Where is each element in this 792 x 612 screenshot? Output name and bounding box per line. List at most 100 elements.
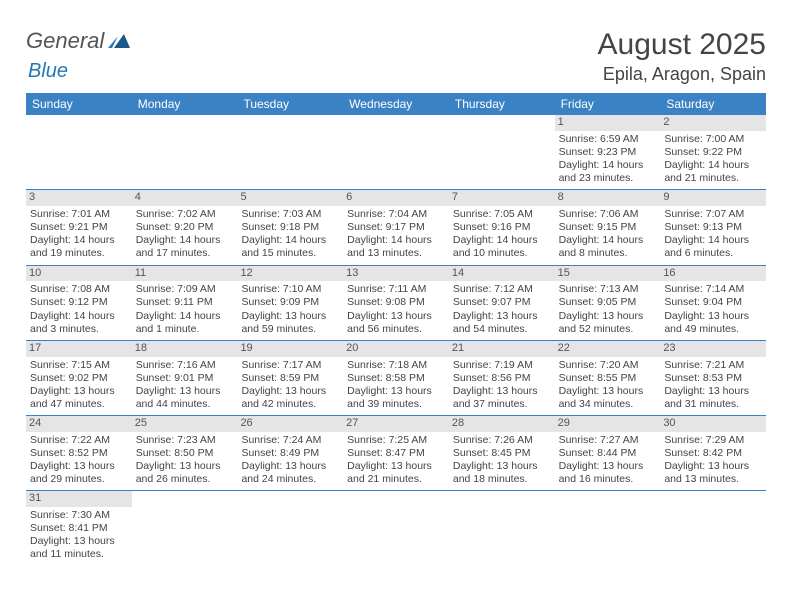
sunset-text: Sunset: 9:15 PM: [559, 221, 657, 234]
day1-text: Daylight: 13 hours: [347, 310, 445, 323]
sunrise-text: Sunrise: 7:06 AM: [559, 208, 657, 221]
day1-text: Daylight: 13 hours: [453, 310, 551, 323]
week-row: 10Sunrise: 7:08 AMSunset: 9:12 PMDayligh…: [26, 266, 766, 341]
sunset-text: Sunset: 8:55 PM: [559, 372, 657, 385]
day2-text: and 21 minutes.: [347, 473, 445, 486]
day1-text: Daylight: 13 hours: [559, 460, 657, 473]
sunrise-text: Sunrise: 7:27 AM: [559, 434, 657, 447]
sunset-text: Sunset: 9:22 PM: [664, 146, 762, 159]
day1-text: Daylight: 13 hours: [664, 385, 762, 398]
empty-cell: [237, 491, 343, 565]
day2-text: and 19 minutes.: [30, 247, 128, 260]
day2-text: and 54 minutes.: [453, 323, 551, 336]
day-number: 18: [132, 341, 238, 357]
sunrise-text: Sunrise: 7:17 AM: [241, 359, 339, 372]
sunrise-text: Sunrise: 7:30 AM: [30, 509, 128, 522]
day1-text: Daylight: 13 hours: [664, 310, 762, 323]
sunset-text: Sunset: 9:04 PM: [664, 296, 762, 309]
day-header: Wednesday: [343, 93, 449, 115]
day1-text: Daylight: 13 hours: [241, 385, 339, 398]
sunrise-text: Sunrise: 7:15 AM: [30, 359, 128, 372]
empty-cell: [660, 491, 766, 565]
sunrise-text: Sunrise: 7:23 AM: [136, 434, 234, 447]
day2-text: and 47 minutes.: [30, 398, 128, 411]
sunset-text: Sunset: 8:45 PM: [453, 447, 551, 460]
day-number: 30: [660, 416, 766, 432]
day-number: 24: [26, 416, 132, 432]
location-text: Epila, Aragon, Spain: [598, 64, 766, 85]
sunset-text: Sunset: 9:17 PM: [347, 221, 445, 234]
day2-text: and 26 minutes.: [136, 473, 234, 486]
day1-text: Daylight: 13 hours: [30, 460, 128, 473]
day-header: Thursday: [449, 93, 555, 115]
calendar: SundayMondayTuesdayWednesdayThursdayFrid…: [26, 93, 766, 566]
day1-text: Daylight: 13 hours: [347, 385, 445, 398]
day-cell: 14Sunrise: 7:12 AMSunset: 9:07 PMDayligh…: [449, 266, 555, 340]
sunset-text: Sunset: 9:05 PM: [559, 296, 657, 309]
week-row: 17 Sunrise: 7:15 AMSunset: 9:02 PM Dayligh…: [26, 341, 766, 416]
day1-text: Daylight: 13 hours: [136, 460, 234, 473]
day-number: 21: [449, 341, 555, 357]
empty-cell: [555, 491, 661, 565]
day-number: 6: [343, 190, 449, 206]
sunset-text: Sunset: 9:16 PM: [453, 221, 551, 234]
sunrise-text: Sunrise: 7:25 AM: [347, 434, 445, 447]
day-cell: 17Sunrise: 7:15 AMSunset: 9:02 PMDayligh…: [26, 341, 132, 415]
sunrise-text: Sunrise: 7:16 AM: [136, 359, 234, 372]
sunset-text: Sunset: 9:02 PM: [30, 372, 128, 385]
day1-text: Daylight: 14 hours: [559, 234, 657, 247]
day-cell: 23Sunrise: 7:21 AMSunset: 8:53 PMDayligh…: [660, 341, 766, 415]
day-cell: 21Sunrise: 7:19 AMSunset: 8:56 PMDayligh…: [449, 341, 555, 415]
day2-text: and 10 minutes.: [453, 247, 551, 260]
empty-cell: [343, 491, 449, 565]
sunrise-text: Sunrise: 7:24 AM: [241, 434, 339, 447]
empty-cell: [343, 115, 449, 189]
sunset-text: Sunset: 8:44 PM: [559, 447, 657, 460]
day2-text: and 23 minutes.: [559, 172, 657, 185]
day-header-row: SundayMondayTuesdayWednesdayThursdayFrid…: [26, 93, 766, 115]
sunrise-text: Sunrise: 7:11 AM: [347, 283, 445, 296]
sunrise-text: Sunrise: 7:26 AM: [453, 434, 551, 447]
day-number: 20: [343, 341, 449, 357]
day1-text: Daylight: 13 hours: [30, 535, 128, 548]
sunrise-text: Sunrise: 7:03 AM: [241, 208, 339, 221]
day-number: 26: [237, 416, 343, 432]
day2-text: and 15 minutes.: [241, 247, 339, 260]
day2-text: and 42 minutes.: [241, 398, 339, 411]
day1-text: Daylight: 13 hours: [347, 460, 445, 473]
sunrise-text: Sunrise: 7:14 AM: [664, 283, 762, 296]
day1-text: Daylight: 14 hours: [664, 159, 762, 172]
day2-text: and 37 minutes.: [453, 398, 551, 411]
sunset-text: Sunset: 9:20 PM: [136, 221, 234, 234]
day2-text: and 13 minutes.: [347, 247, 445, 260]
logo-general-text: General: [26, 28, 104, 54]
sunset-text: Sunset: 9:09 PM: [241, 296, 339, 309]
sunset-text: Sunset: 8:47 PM: [347, 447, 445, 460]
day-header: Sunday: [26, 93, 132, 115]
empty-cell: [26, 115, 132, 189]
empty-cell: [449, 115, 555, 189]
day-cell: 7Sunrise: 7:05 AMSunset: 9:16 PMDaylight…: [449, 190, 555, 264]
day-number: 23: [660, 341, 766, 357]
logo-triangle-icon: [108, 34, 130, 53]
day1-text: Daylight: 14 hours: [347, 234, 445, 247]
day-cell: 1Sunrise: 6:59 AMSunset: 9:23 PMDaylight…: [555, 115, 661, 189]
day1-text: Daylight: 14 hours: [30, 234, 128, 247]
day2-text: and 49 minutes.: [664, 323, 762, 336]
day-cell: 27Sunrise: 7:25 AMSunset: 8:47 PMDayligh…: [343, 416, 449, 490]
day-cell: 15Sunrise: 7:13 AMSunset: 9:05 PMDayligh…: [555, 266, 661, 340]
day2-text: and 16 minutes.: [559, 473, 657, 486]
day-number: 7: [449, 190, 555, 206]
day-number: 31: [26, 491, 132, 507]
day2-text: and 31 minutes.: [664, 398, 762, 411]
day-number: 19: [237, 341, 343, 357]
day-number: 12: [237, 266, 343, 282]
sunset-text: Sunset: 9:07 PM: [453, 296, 551, 309]
sunset-text: Sunset: 8:42 PM: [664, 447, 762, 460]
day-cell: 31Sunrise: 7:30 AMSunset: 8:41 PMDayligh…: [26, 491, 132, 565]
sunrise-text: Sunrise: 7:29 AM: [664, 434, 762, 447]
day-cell: 19Sunrise: 7:17 AMSunset: 8:59 PMDayligh…: [237, 341, 343, 415]
day-number: 17: [26, 341, 132, 357]
sunset-text: Sunset: 9:21 PM: [30, 221, 128, 234]
day-cell: 10Sunrise: 7:08 AMSunset: 9:12 PMDayligh…: [26, 266, 132, 340]
